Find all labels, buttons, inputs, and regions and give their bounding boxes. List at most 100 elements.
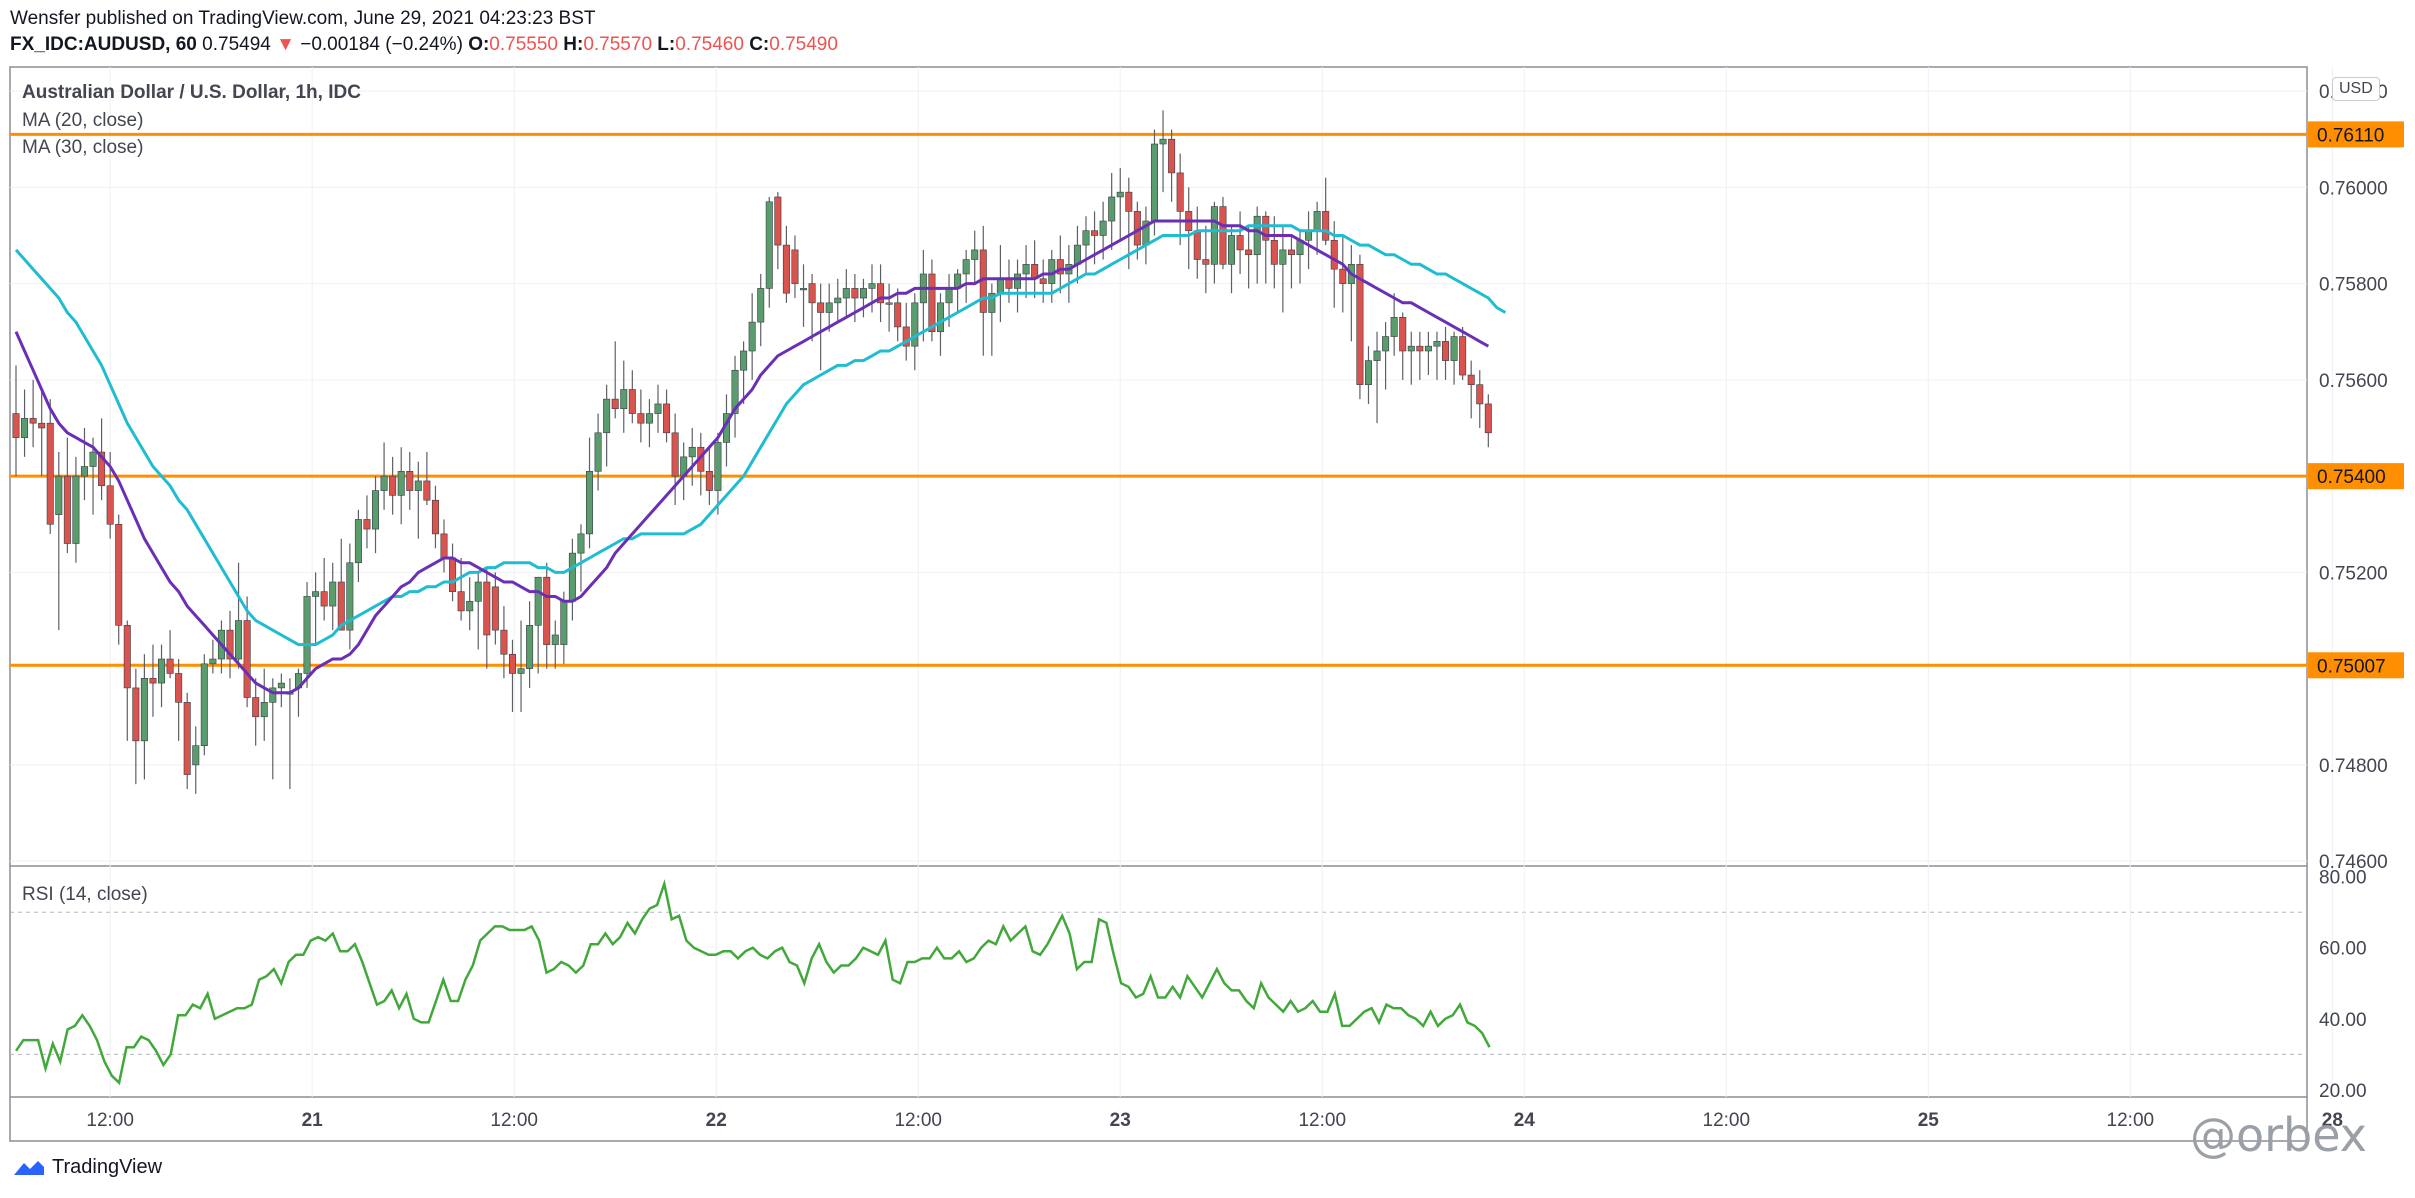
legend-title: Australian Dollar / U.S. Dollar, 1h, IDC xyxy=(22,82,361,103)
candle-up xyxy=(312,591,320,597)
y-tick-label: 0.74600 xyxy=(2319,852,2388,873)
candle-up xyxy=(1253,215,1261,256)
candle-up xyxy=(89,451,97,467)
candle-up xyxy=(1424,345,1432,352)
x-tick-label: 23 xyxy=(1110,1110,1131,1131)
rsi-line xyxy=(14,879,1491,1086)
candle-down xyxy=(1219,206,1227,265)
candle-up xyxy=(1116,191,1124,198)
symbol-label: FX_IDC:AUDUSD, 60 xyxy=(10,34,197,55)
candle-down xyxy=(252,697,260,718)
candle-up xyxy=(21,418,29,438)
candle-down xyxy=(12,413,20,438)
candle-down xyxy=(1356,264,1364,385)
change-arrow-icon: ▼ xyxy=(276,34,295,55)
level-labels: 0.76110 0.75400 0.75007 xyxy=(2308,121,2404,679)
candle-down xyxy=(406,471,414,491)
x-tick-label: 12:00 xyxy=(894,1110,942,1131)
grid xyxy=(10,67,2333,1097)
candle-up xyxy=(397,471,405,496)
rsi-tick-label: 80.00 xyxy=(2319,868,2367,889)
candle-up xyxy=(1022,264,1030,275)
x-tick-label: 12:00 xyxy=(2107,1110,2155,1131)
y-tick-label: 0.75200 xyxy=(2319,563,2388,584)
candle-down xyxy=(1322,211,1330,241)
candle-up xyxy=(269,687,277,703)
y-tick-label: 0.75800 xyxy=(2319,275,2388,296)
candle-up xyxy=(620,389,628,410)
candle-up xyxy=(1364,360,1372,385)
candle-up xyxy=(192,745,200,766)
price-axis[interactable]: 0.762000.760000.758000.756000.752000.748… xyxy=(2319,82,2388,1102)
candle-down xyxy=(894,302,902,328)
candle-up xyxy=(55,475,63,515)
candle-up xyxy=(714,442,722,491)
level-label: 0.75007 xyxy=(2317,656,2386,677)
candle-up xyxy=(1082,230,1090,246)
horizontal-levels[interactable] xyxy=(10,132,2307,667)
candle-down xyxy=(1262,215,1270,241)
candle-up xyxy=(1279,249,1287,265)
low-value: 0.75460 xyxy=(675,34,744,55)
candle-down xyxy=(166,658,174,674)
candle-down xyxy=(1270,239,1278,265)
candle-down xyxy=(337,581,345,631)
candle-up xyxy=(346,562,354,631)
candle-up xyxy=(354,519,362,564)
currency-badge[interactable]: USD xyxy=(2332,77,2380,101)
candle-up xyxy=(748,321,756,352)
candle-up xyxy=(645,413,653,424)
rsi-pane xyxy=(14,879,1491,1086)
candle-up xyxy=(1210,206,1218,265)
candle-up xyxy=(551,634,559,645)
candle-up xyxy=(1433,341,1441,347)
close-value: 0.75490 xyxy=(769,34,838,55)
watermark: @orbex xyxy=(2190,1108,2367,1162)
candle-down xyxy=(508,653,516,674)
footer-brand[interactable]: TradingView xyxy=(12,1156,162,1179)
change-value: −0.00184 (−0.24%) xyxy=(300,34,463,55)
candle-up xyxy=(517,668,525,674)
candle-down xyxy=(226,629,234,660)
candle-up xyxy=(1382,336,1390,352)
candle-down xyxy=(423,480,431,501)
legend-ma30: MA (30, close) xyxy=(22,137,144,158)
ma20-line xyxy=(14,219,1490,695)
candle-down xyxy=(671,432,679,477)
candle-up xyxy=(209,658,217,665)
time-axis[interactable]: 12:00 21 12:00 22 12:00 23 12:00 24 12:00 25 12:00… xyxy=(86,1110,2415,1131)
candle-up xyxy=(800,288,808,291)
open-value: 0.75550 xyxy=(489,34,558,55)
x-tick-label: 21 xyxy=(302,1110,324,1131)
candle-up xyxy=(1099,220,1107,236)
candle-up xyxy=(654,403,662,414)
tradingview-logo-icon xyxy=(14,1160,44,1175)
candle-up xyxy=(1150,143,1158,222)
candle-down xyxy=(1339,268,1347,284)
candle-up xyxy=(80,466,88,477)
candle-down xyxy=(431,499,439,535)
open-label: O: xyxy=(468,34,490,55)
level-label: 0.75400 xyxy=(2317,467,2386,488)
high-value: 0.75570 xyxy=(583,34,653,55)
candle-down xyxy=(1125,191,1133,212)
candle-up xyxy=(765,201,773,289)
candle-up xyxy=(474,581,482,602)
candle-down xyxy=(817,302,825,313)
candle-up xyxy=(842,288,850,299)
ohlc-header: FX_IDC:AUDUSD, 60 0.75494 ▼ −0.00184 (−0… xyxy=(10,34,838,56)
candle-up xyxy=(868,283,876,289)
candle-down xyxy=(1193,230,1201,260)
legend-rsi: RSI (14, close) xyxy=(22,884,148,905)
candle-down xyxy=(46,422,54,525)
candle-up xyxy=(380,475,388,491)
candle-up xyxy=(577,533,585,554)
candle-down xyxy=(29,418,37,424)
candle-down xyxy=(1442,341,1450,361)
candle-down xyxy=(132,687,140,742)
candle-up xyxy=(945,288,953,304)
candle-down xyxy=(1484,403,1492,434)
candle-down xyxy=(663,403,671,434)
level-label-box xyxy=(2308,121,2404,148)
